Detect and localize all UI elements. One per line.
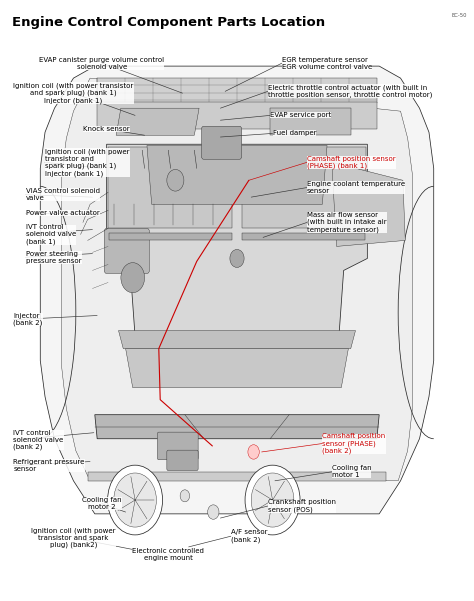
Circle shape bbox=[121, 263, 145, 293]
Circle shape bbox=[114, 473, 156, 527]
Text: Ignition coil (with power transistor
and spark plug) (bank 1)
Injector (bank 1): Ignition coil (with power transistor and… bbox=[13, 82, 134, 104]
Polygon shape bbox=[107, 144, 367, 337]
Polygon shape bbox=[40, 66, 434, 514]
Text: Camshaft position
sensor (PHASE)
(bank 2): Camshaft position sensor (PHASE) (bank 2… bbox=[322, 433, 385, 454]
FancyBboxPatch shape bbox=[104, 228, 149, 273]
Text: Crankshaft position
sensor (POS): Crankshaft position sensor (POS) bbox=[268, 499, 336, 513]
Text: VIAS control solenoid
valve: VIAS control solenoid valve bbox=[26, 188, 100, 201]
Text: Ignition coil (with power
transistor and spark
plug) (bank2): Ignition coil (with power transistor and… bbox=[31, 528, 116, 548]
Polygon shape bbox=[116, 108, 199, 135]
FancyBboxPatch shape bbox=[97, 102, 377, 129]
FancyBboxPatch shape bbox=[157, 432, 198, 460]
Text: Knock sensor: Knock sensor bbox=[83, 126, 130, 132]
Circle shape bbox=[230, 249, 244, 267]
Text: Power valve actuator: Power valve actuator bbox=[26, 210, 100, 216]
Polygon shape bbox=[88, 472, 386, 481]
Polygon shape bbox=[147, 145, 327, 204]
Circle shape bbox=[251, 473, 294, 527]
Text: Injector
(bank 2): Injector (bank 2) bbox=[13, 313, 43, 326]
Text: Cooling fan
motor 2: Cooling fan motor 2 bbox=[82, 497, 122, 510]
Text: Power steering
pressure sensor: Power steering pressure sensor bbox=[26, 251, 82, 264]
Text: EC-50: EC-50 bbox=[451, 13, 467, 18]
Text: IVT control
solenoid valve
(bank 1): IVT control solenoid valve (bank 1) bbox=[26, 224, 76, 245]
Text: Electric throttle control actuator (with built in
throttle position sensor, thro: Electric throttle control actuator (with… bbox=[268, 84, 432, 99]
Circle shape bbox=[180, 490, 190, 502]
Polygon shape bbox=[242, 233, 365, 240]
Circle shape bbox=[108, 465, 163, 535]
Text: Camshaft position sensor
(PHASE) (bank 1): Camshaft position sensor (PHASE) (bank 1… bbox=[307, 156, 396, 169]
Text: Fuel damper: Fuel damper bbox=[273, 130, 316, 136]
Text: EVAP canister purge volume control
solenoid valve: EVAP canister purge volume control solen… bbox=[39, 56, 164, 70]
Circle shape bbox=[208, 505, 219, 519]
Circle shape bbox=[167, 169, 184, 191]
Text: EVAP service port: EVAP service port bbox=[270, 112, 331, 118]
Text: A/F sensor
(bank 2): A/F sensor (bank 2) bbox=[231, 529, 268, 543]
Text: Engine coolant temperature
sensor: Engine coolant temperature sensor bbox=[307, 181, 405, 194]
Text: Engine Control Component Parts Location: Engine Control Component Parts Location bbox=[12, 16, 325, 29]
Polygon shape bbox=[270, 108, 351, 135]
Polygon shape bbox=[242, 147, 366, 228]
Polygon shape bbox=[332, 162, 405, 246]
Polygon shape bbox=[97, 78, 377, 103]
Text: EGR temperature sensor
EGR volume control valve: EGR temperature sensor EGR volume contro… bbox=[282, 56, 372, 70]
FancyBboxPatch shape bbox=[201, 126, 242, 159]
Polygon shape bbox=[95, 415, 379, 439]
Polygon shape bbox=[109, 233, 232, 240]
Polygon shape bbox=[62, 78, 412, 481]
Text: Refrigerant pressure
sensor: Refrigerant pressure sensor bbox=[13, 459, 85, 472]
Circle shape bbox=[245, 465, 300, 535]
FancyBboxPatch shape bbox=[167, 450, 198, 471]
Text: Ignition coil (with power
transistor and
spark plug) (bank 1)
Injector (bank 1): Ignition coil (with power transistor and… bbox=[45, 148, 129, 177]
Text: IVT control
solenoid valve
(bank 2): IVT control solenoid valve (bank 2) bbox=[13, 430, 64, 450]
Circle shape bbox=[248, 445, 259, 459]
Polygon shape bbox=[108, 147, 232, 228]
Polygon shape bbox=[118, 331, 356, 349]
Text: Mass air flow sensor
(with built in intake air
temperature sensor): Mass air flow sensor (with built in inta… bbox=[307, 212, 387, 233]
Text: Electronic controlled
engine mount: Electronic controlled engine mount bbox=[132, 548, 204, 561]
Text: Cooling fan
motor 1: Cooling fan motor 1 bbox=[332, 465, 372, 478]
Polygon shape bbox=[126, 349, 348, 388]
